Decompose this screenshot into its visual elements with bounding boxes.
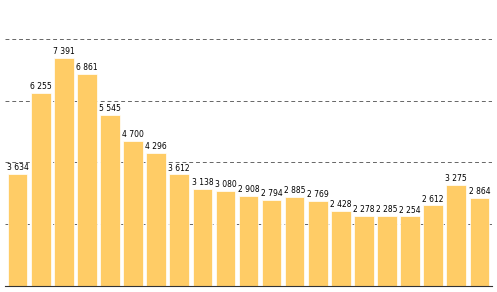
Bar xyxy=(192,189,212,286)
Text: 4 700: 4 700 xyxy=(122,130,144,139)
Text: 6 255: 6 255 xyxy=(30,82,52,91)
Text: 3 634: 3 634 xyxy=(7,163,29,172)
Text: 3 138: 3 138 xyxy=(191,178,213,187)
Bar xyxy=(400,216,420,286)
Bar xyxy=(308,201,328,286)
Bar xyxy=(377,215,397,286)
Text: 2 908: 2 908 xyxy=(238,185,259,194)
Text: 2 794: 2 794 xyxy=(261,189,282,198)
Text: 2 285: 2 285 xyxy=(376,205,398,214)
Bar xyxy=(446,185,466,286)
Text: 4 296: 4 296 xyxy=(145,142,167,152)
Bar xyxy=(31,93,51,286)
Text: 2 428: 2 428 xyxy=(330,200,351,209)
Bar xyxy=(262,200,281,286)
Bar xyxy=(423,205,443,286)
Text: 2 885: 2 885 xyxy=(284,186,306,195)
Text: 3 612: 3 612 xyxy=(168,164,190,173)
Bar xyxy=(239,196,258,286)
Text: 2 278: 2 278 xyxy=(353,205,375,214)
Text: 6 861: 6 861 xyxy=(76,63,98,72)
Text: 2 769: 2 769 xyxy=(307,190,329,199)
Text: 2 864: 2 864 xyxy=(469,187,490,196)
Bar xyxy=(54,58,74,286)
Text: 5 545: 5 545 xyxy=(99,104,121,113)
Bar xyxy=(470,198,489,286)
Bar xyxy=(123,141,143,286)
Bar xyxy=(100,115,120,286)
Bar xyxy=(285,197,305,286)
Text: 2 612: 2 612 xyxy=(422,194,444,204)
Text: 2 254: 2 254 xyxy=(399,206,421,215)
Bar xyxy=(8,174,27,286)
Text: 3 275: 3 275 xyxy=(445,174,467,183)
Text: 3 080: 3 080 xyxy=(215,180,236,189)
Bar xyxy=(77,74,97,286)
Text: 7 391: 7 391 xyxy=(53,47,75,56)
Bar xyxy=(331,211,351,286)
Bar xyxy=(216,191,235,286)
Bar xyxy=(169,175,189,286)
Bar xyxy=(146,153,166,286)
Bar xyxy=(354,216,374,286)
